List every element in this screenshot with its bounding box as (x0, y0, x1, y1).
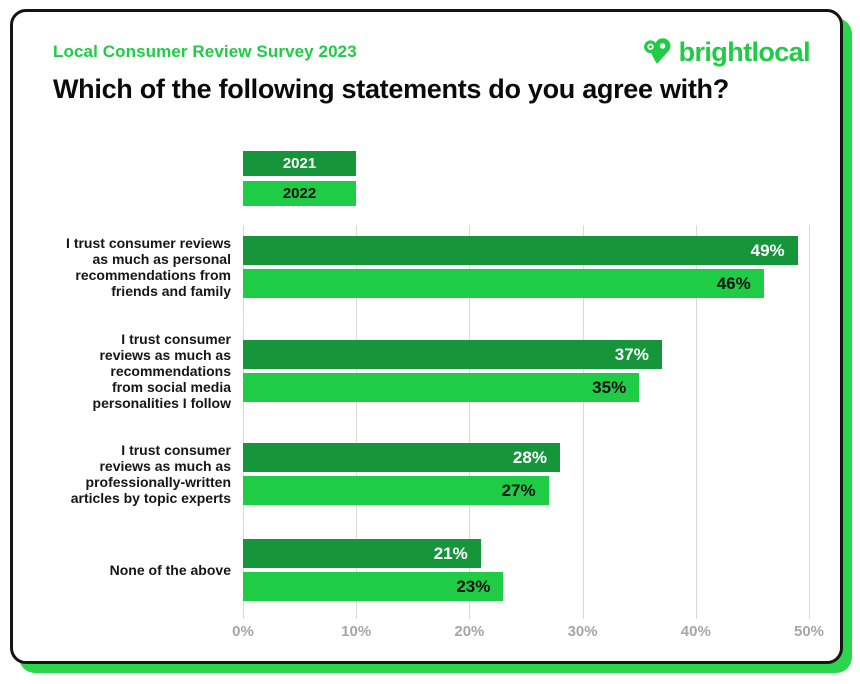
gridline-0% (243, 225, 244, 619)
bar-value-label: 35% (592, 378, 627, 397)
bar-2021: 28% (243, 443, 560, 472)
bar-2022: 27% (243, 476, 549, 505)
legend-item-2022: 2022 (243, 181, 356, 206)
bar-value-label: 23% (456, 577, 491, 596)
legend-item-2021: 2021 (243, 151, 356, 176)
bar-2021: 21% (243, 539, 481, 568)
x-tick-label: 30% (567, 623, 598, 640)
bar-2021: 49% (243, 236, 798, 265)
x-tick-label: 50% (793, 623, 825, 640)
bar-value-label: 46% (716, 274, 751, 293)
bar-value-label: 21% (433, 544, 468, 563)
bar-2022: 46% (243, 269, 764, 298)
bar-value-label: 28% (512, 448, 547, 467)
category-label: I trust consumer reviews as much as reco… (92, 331, 231, 411)
survey-eyebrow: Local Consumer Review Survey 2023 (53, 42, 357, 61)
gridline-30% (582, 225, 584, 619)
x-tick-label: 10% (341, 623, 372, 640)
gridline-10% (356, 225, 358, 619)
chart-title: Which of the following statements do you… (53, 74, 729, 104)
x-tick-label: 20% (454, 623, 485, 640)
x-tick-label: 0% (232, 623, 254, 640)
bar-value-label: 27% (501, 481, 536, 500)
category-label: I trust consumer reviews as much as prof… (70, 442, 231, 506)
gridline-40% (695, 225, 697, 619)
bar-value-label: 37% (614, 345, 649, 364)
brightlocal-logo: brightlocal (641, 36, 811, 68)
bar-value-label: 49% (750, 241, 785, 260)
gridline-20% (469, 225, 471, 619)
bar-2022: 23% (243, 572, 504, 601)
gridline-50% (809, 225, 810, 619)
brightlocal-wordmark: brightlocal (678, 36, 811, 67)
category-label: I trust consumer reviews as much as pers… (66, 235, 231, 299)
heart-pin-magnifier-icon (643, 38, 671, 65)
bar-2022: 35% (243, 373, 640, 402)
survey-card: Local Consumer Review Survey 2023 bright… (10, 9, 843, 664)
category-label: None of the above (109, 562, 231, 578)
x-tick-label: 40% (680, 623, 711, 640)
bar-2021: 37% (243, 340, 662, 369)
